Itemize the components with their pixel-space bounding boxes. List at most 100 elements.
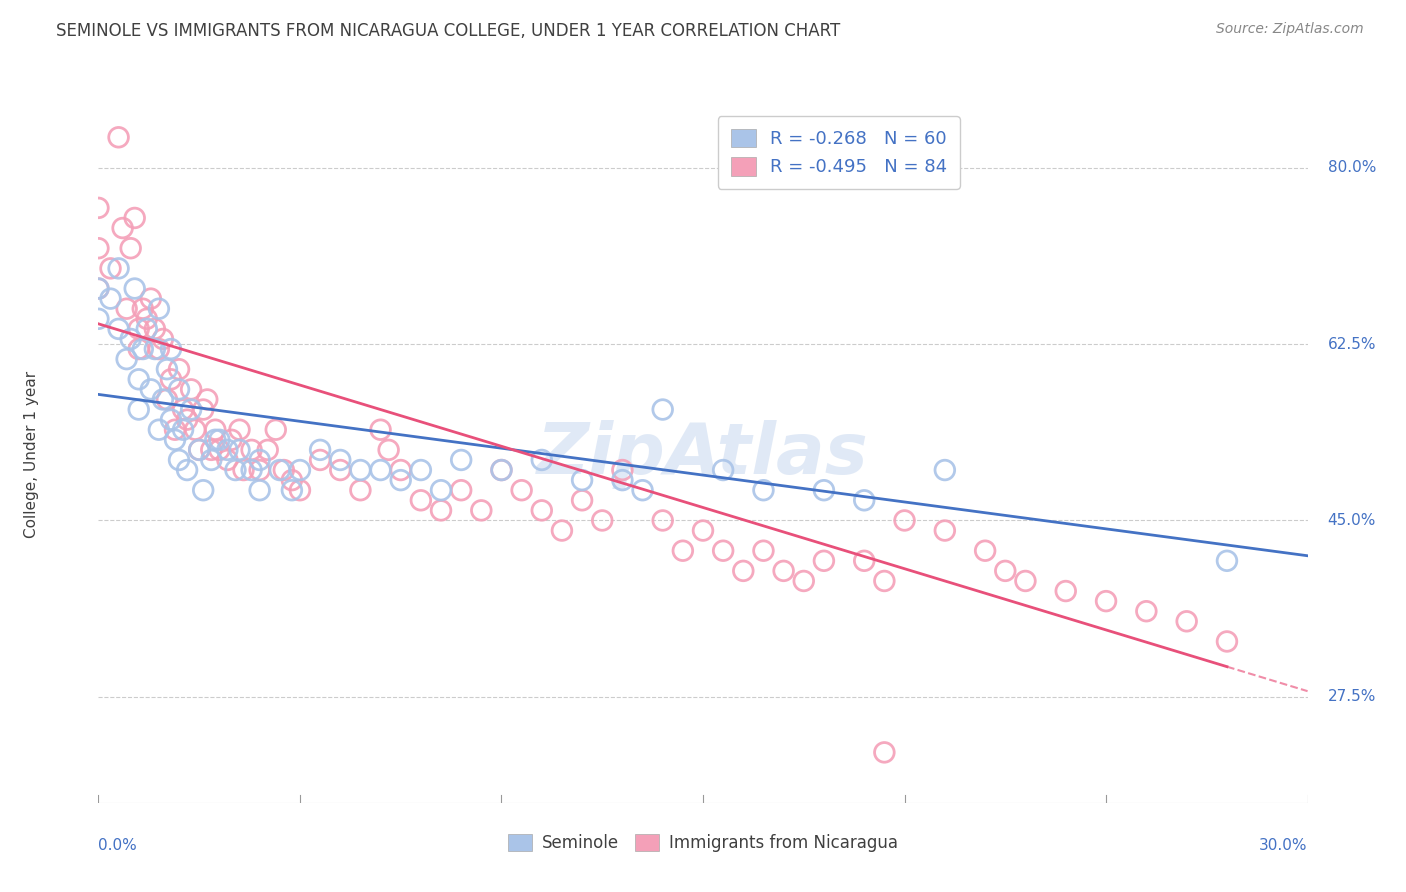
Point xyxy=(160,342,183,356)
Point xyxy=(152,392,174,407)
Point xyxy=(184,423,207,437)
Text: 30.0%: 30.0% xyxy=(1260,838,1308,853)
Point xyxy=(115,301,138,316)
Point xyxy=(111,221,134,235)
Point xyxy=(281,483,304,498)
Point xyxy=(612,463,634,477)
Point xyxy=(249,483,271,498)
Point xyxy=(156,392,179,407)
Point xyxy=(200,453,222,467)
Text: College, Under 1 year: College, Under 1 year xyxy=(24,371,39,539)
Point xyxy=(733,564,755,578)
Text: 62.5%: 62.5% xyxy=(1327,336,1376,351)
Point xyxy=(87,201,110,215)
Point xyxy=(107,322,129,336)
Point xyxy=(974,543,997,558)
Point xyxy=(273,463,295,477)
Point xyxy=(450,483,472,498)
Text: ZipAtlas: ZipAtlas xyxy=(537,420,869,490)
Point xyxy=(87,311,110,326)
Point xyxy=(249,463,271,477)
Point xyxy=(228,423,250,437)
Point xyxy=(120,241,142,255)
Point xyxy=(139,292,162,306)
Point xyxy=(132,342,155,356)
Point xyxy=(934,524,956,538)
Point xyxy=(389,463,412,477)
Point xyxy=(204,423,226,437)
Point xyxy=(752,483,775,498)
Point xyxy=(1216,554,1239,568)
Point xyxy=(124,281,146,295)
Point xyxy=(873,574,896,588)
Point xyxy=(160,412,183,426)
Point xyxy=(672,543,695,558)
Point xyxy=(711,543,734,558)
Point xyxy=(692,524,714,538)
Point xyxy=(281,473,304,487)
Point xyxy=(139,383,162,397)
Point xyxy=(288,463,311,477)
Point xyxy=(309,453,332,467)
Point xyxy=(100,292,122,306)
Point xyxy=(87,241,110,255)
Point xyxy=(370,463,392,477)
Point xyxy=(612,473,634,487)
Point xyxy=(571,493,593,508)
Point xyxy=(349,463,371,477)
Point xyxy=(188,442,211,457)
Point xyxy=(208,442,231,457)
Point xyxy=(530,503,553,517)
Point xyxy=(1014,574,1036,588)
Point xyxy=(571,473,593,487)
Text: 45.0%: 45.0% xyxy=(1327,513,1376,528)
Point xyxy=(349,483,371,498)
Point xyxy=(172,402,194,417)
Point xyxy=(450,453,472,467)
Text: 80.0%: 80.0% xyxy=(1327,160,1376,175)
Point xyxy=(370,423,392,437)
Point xyxy=(120,332,142,346)
Point xyxy=(163,423,186,437)
Point xyxy=(115,352,138,367)
Point xyxy=(430,503,453,517)
Point xyxy=(143,342,166,356)
Point xyxy=(148,342,170,356)
Point xyxy=(409,493,432,508)
Legend: Seminole, Immigrants from Nicaragua: Seminole, Immigrants from Nicaragua xyxy=(501,826,905,861)
Point xyxy=(232,463,254,477)
Point xyxy=(510,483,533,498)
Point xyxy=(167,383,190,397)
Point xyxy=(135,322,157,336)
Point xyxy=(430,483,453,498)
Point xyxy=(160,372,183,386)
Point xyxy=(813,483,835,498)
Point xyxy=(148,301,170,316)
Point xyxy=(221,433,243,447)
Point xyxy=(1216,634,1239,648)
Point xyxy=(752,543,775,558)
Point xyxy=(180,402,202,417)
Point xyxy=(530,453,553,467)
Point xyxy=(228,442,250,457)
Point xyxy=(167,362,190,376)
Point xyxy=(240,442,263,457)
Point xyxy=(163,433,186,447)
Point xyxy=(107,130,129,145)
Point xyxy=(994,564,1017,578)
Point xyxy=(176,412,198,426)
Point xyxy=(329,463,352,477)
Point xyxy=(87,281,110,295)
Point xyxy=(491,463,513,477)
Point xyxy=(409,463,432,477)
Point xyxy=(711,463,734,477)
Point xyxy=(143,322,166,336)
Point xyxy=(217,442,239,457)
Point xyxy=(269,463,291,477)
Point xyxy=(128,372,150,386)
Point xyxy=(813,554,835,568)
Point xyxy=(217,453,239,467)
Point xyxy=(651,402,673,417)
Point xyxy=(240,463,263,477)
Point xyxy=(470,503,492,517)
